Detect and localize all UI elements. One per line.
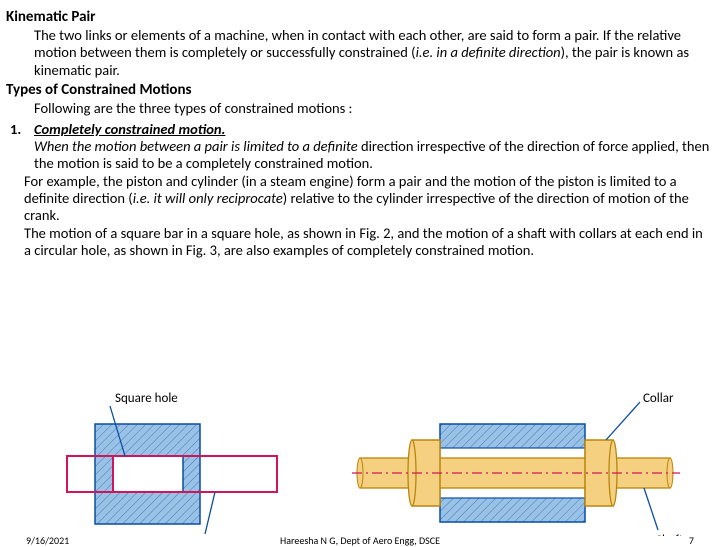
- para1-italic: i.e. in a definite direction: [416, 43, 561, 61]
- figure-square-bar: Square hole Square bar: [67, 391, 277, 536]
- label-square-bar: Square bar: [175, 535, 233, 536]
- figure-shaft-collar: Collar Shaft: [352, 391, 683, 536]
- list-num-1: 1.: [6, 120, 34, 138]
- item1-p2b: i.e. it will only reciprocate: [133, 189, 283, 207]
- list-item-1: 1. Completely constrained motion.: [6, 120, 710, 138]
- item1-p1a: When the motion between a pair is limite…: [34, 137, 361, 155]
- heading-types: Types of Constrained Motions: [6, 81, 710, 101]
- heading-kinematic-pair: Kinematic Pair: [6, 8, 710, 27]
- figures-svg: Square hole Square bar Collar Shaft: [0, 376, 720, 536]
- footer-date: 9/16/2021: [26, 534, 69, 547]
- para-kinematic-pair: The two links or elements of a machine, …: [6, 27, 710, 79]
- list-label-1: Completely constrained motion.: [34, 120, 225, 138]
- item1-p2: For example, the piston and cylinder (in…: [6, 173, 710, 225]
- para-types-intro: Following are the three types of constra…: [6, 100, 710, 117]
- label-collar: Collar: [643, 391, 674, 406]
- item1-p1: When the motion between a pair is limite…: [6, 138, 710, 173]
- footer-center: Hareesha N G, Dept of Aero Engg, DSCE: [280, 534, 440, 547]
- label-shaft: Shaft: [656, 533, 683, 536]
- item1-p3: The motion of a square bar in a square h…: [6, 225, 710, 260]
- label-square-hole: Square hole: [115, 391, 178, 406]
- footer-page: 7: [689, 534, 694, 547]
